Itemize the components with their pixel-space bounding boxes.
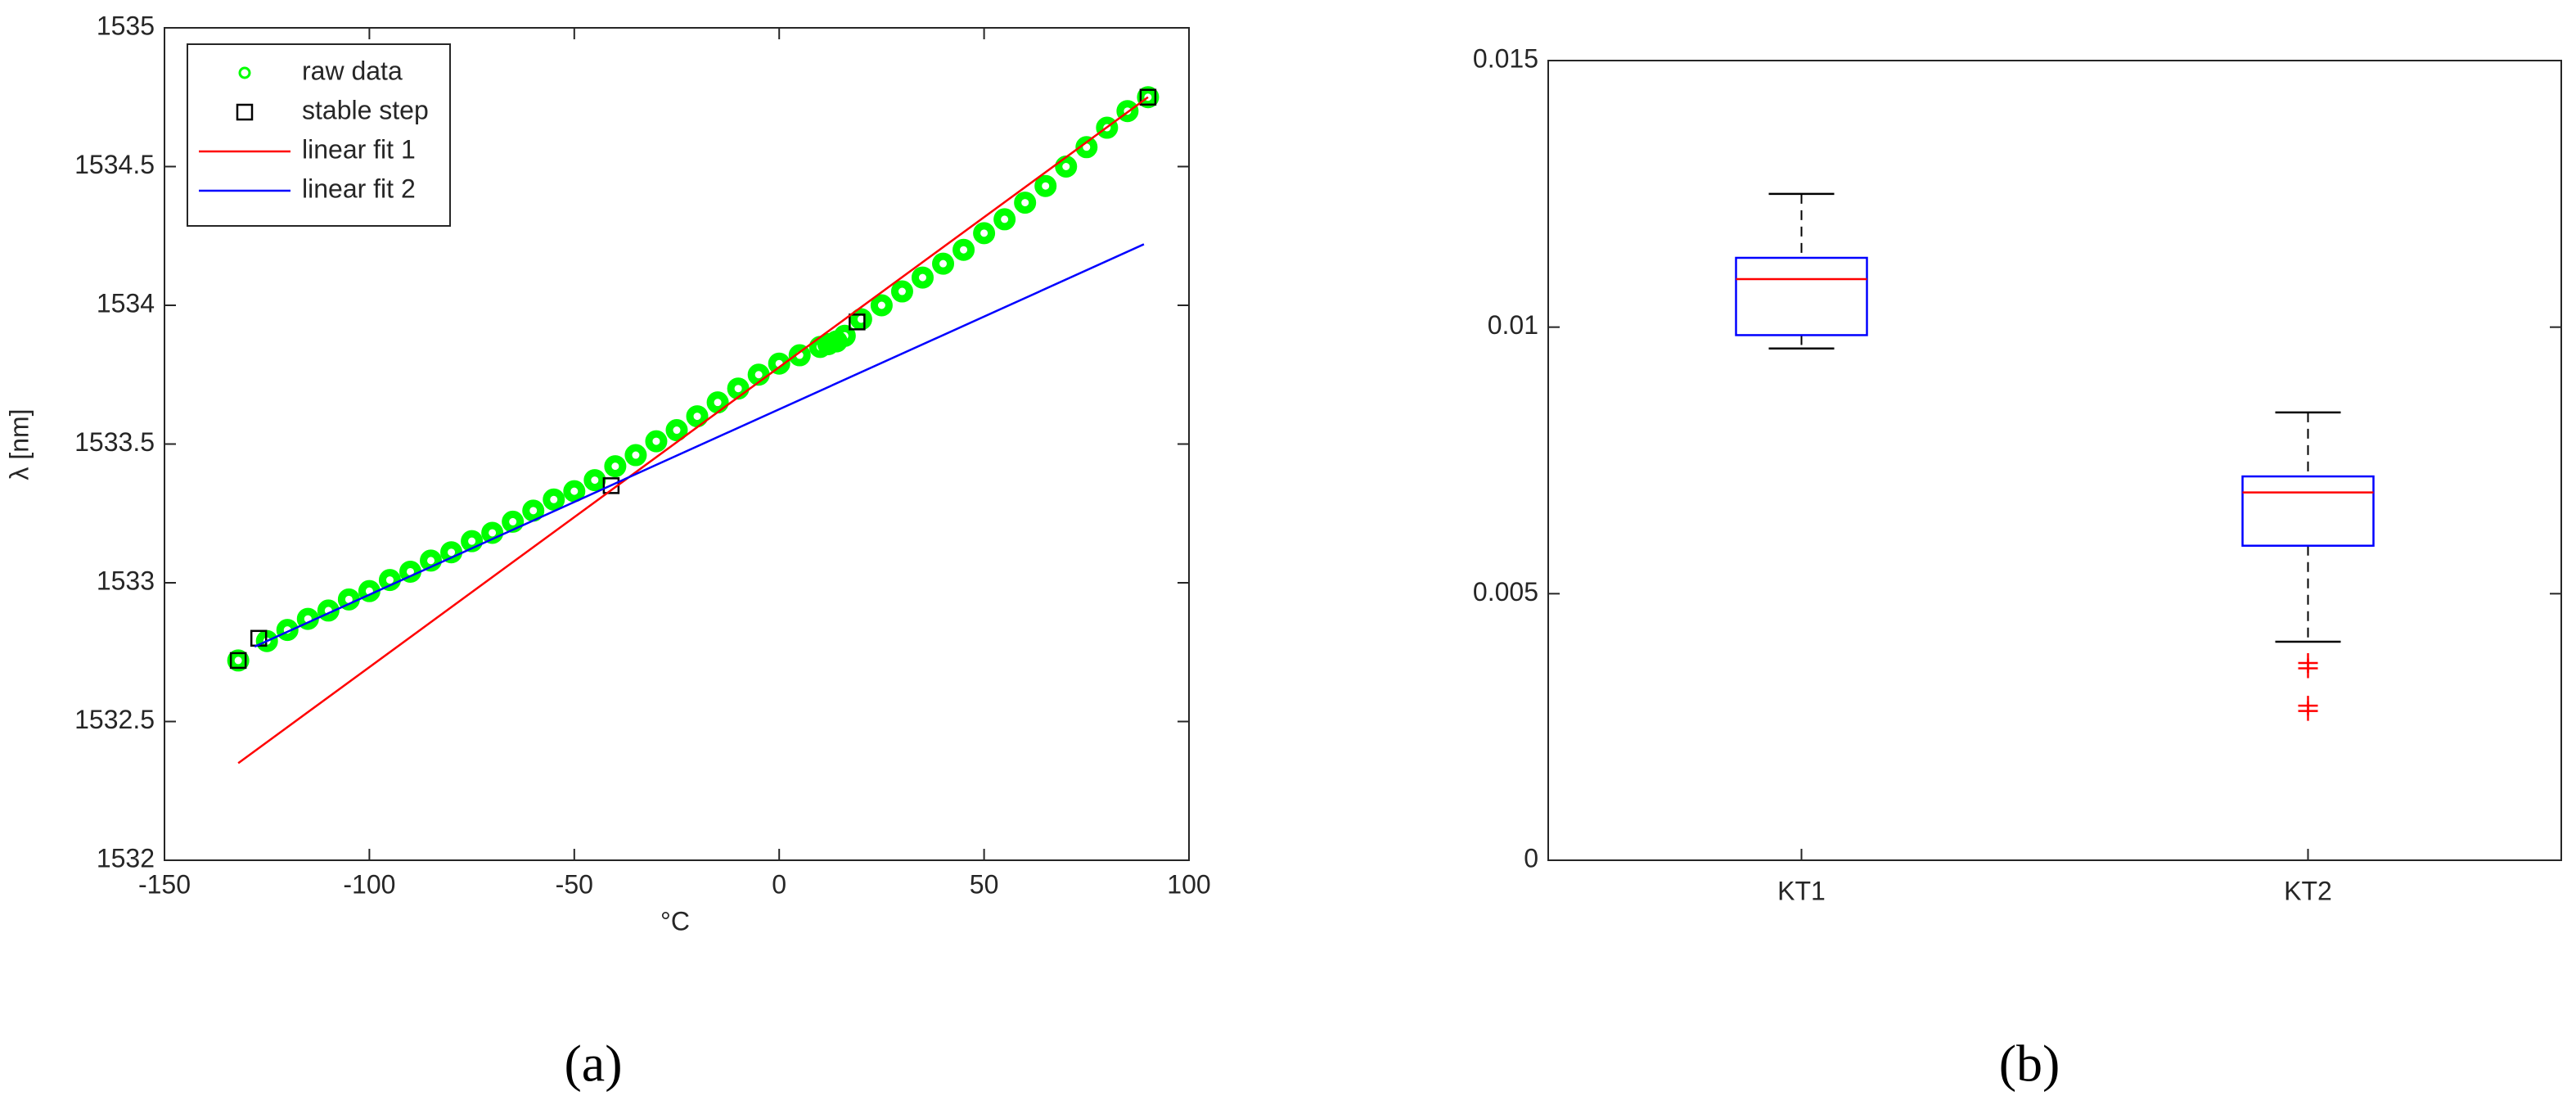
legend-label: linear fit 1	[302, 134, 416, 164]
y-tick-label: 0	[1524, 843, 1538, 873]
legend-box	[187, 43, 451, 227]
y-tick-label: 1533.5	[74, 427, 155, 457]
raw-point	[420, 549, 443, 572]
raw-point	[1014, 192, 1037, 214]
outlier	[2298, 701, 2318, 721]
legend-label: raw data	[302, 56, 403, 85]
raw-point	[481, 521, 504, 544]
x-tick-label: 50	[970, 869, 999, 899]
caption: (b)	[1999, 1035, 2060, 1093]
raw-point	[337, 588, 360, 611]
raw-point	[686, 405, 709, 428]
raw-point	[604, 455, 627, 478]
y-tick-label: 1535	[97, 11, 155, 40]
x-axis-label: °C	[660, 906, 690, 936]
step-point	[849, 313, 866, 331]
x-tick-label: 0	[772, 869, 786, 899]
y-tick-label: 1532.5	[74, 705, 155, 734]
raw-point	[522, 499, 545, 522]
box	[1735, 256, 1868, 336]
raw-point	[440, 541, 463, 564]
raw-point	[1055, 156, 1078, 178]
raw-point	[276, 619, 299, 642]
y-tick-label: 1534.5	[74, 150, 155, 179]
x-tick-label: -100	[343, 869, 395, 899]
legend-label: linear fit 2	[302, 174, 416, 203]
raw-point	[768, 352, 790, 375]
fit-line	[254, 243, 1145, 648]
box	[2241, 475, 2375, 547]
legend-label: stable step	[302, 95, 429, 124]
step-point	[229, 652, 247, 670]
x-tick-label: 100	[1167, 869, 1210, 899]
raw-point	[378, 569, 401, 592]
y-tick-label: 1533	[97, 566, 155, 595]
legend-marker	[238, 66, 251, 79]
x-tick-label: -50	[556, 869, 593, 899]
raw-point	[952, 238, 975, 261]
plot-frame	[1547, 60, 2562, 861]
outlier	[2298, 658, 2318, 679]
raw-point	[973, 222, 996, 245]
x-tick-label: -150	[138, 869, 191, 899]
raw-point	[1096, 116, 1119, 139]
raw-point	[932, 252, 955, 275]
y-tick-label: 0.015	[1473, 43, 1538, 73]
caption: (a)	[564, 1035, 622, 1093]
raw-point	[911, 266, 934, 289]
raw-point	[849, 308, 872, 331]
legend-marker	[236, 103, 254, 121]
raw-point	[788, 344, 811, 367]
raw-point	[993, 208, 1016, 231]
y-tick-label: 1534	[97, 288, 155, 318]
raw-point	[870, 294, 893, 317]
raw-point	[890, 280, 913, 303]
y-tick-label: 0.01	[1488, 310, 1538, 340]
raw-point	[583, 469, 606, 492]
raw-point	[1116, 100, 1139, 123]
y-axis-label: λ [nm]	[4, 408, 34, 480]
raw-point	[665, 419, 688, 442]
raw-point	[645, 430, 668, 453]
raw-point	[563, 480, 586, 503]
raw-point	[833, 324, 856, 347]
fit-line	[237, 96, 1149, 764]
raw-point	[1034, 174, 1057, 197]
x-tick-label: KT1	[1777, 876, 1826, 905]
y-tick-label: 0.005	[1473, 577, 1538, 607]
raw-point	[543, 488, 565, 511]
raw-point	[706, 391, 729, 414]
raw-point	[399, 560, 421, 583]
x-tick-label: KT2	[2284, 876, 2332, 905]
step-point	[1139, 88, 1157, 106]
y-tick-label: 1532	[97, 843, 155, 873]
raw-point	[624, 444, 647, 467]
raw-point	[747, 363, 770, 386]
raw-point	[227, 649, 250, 672]
